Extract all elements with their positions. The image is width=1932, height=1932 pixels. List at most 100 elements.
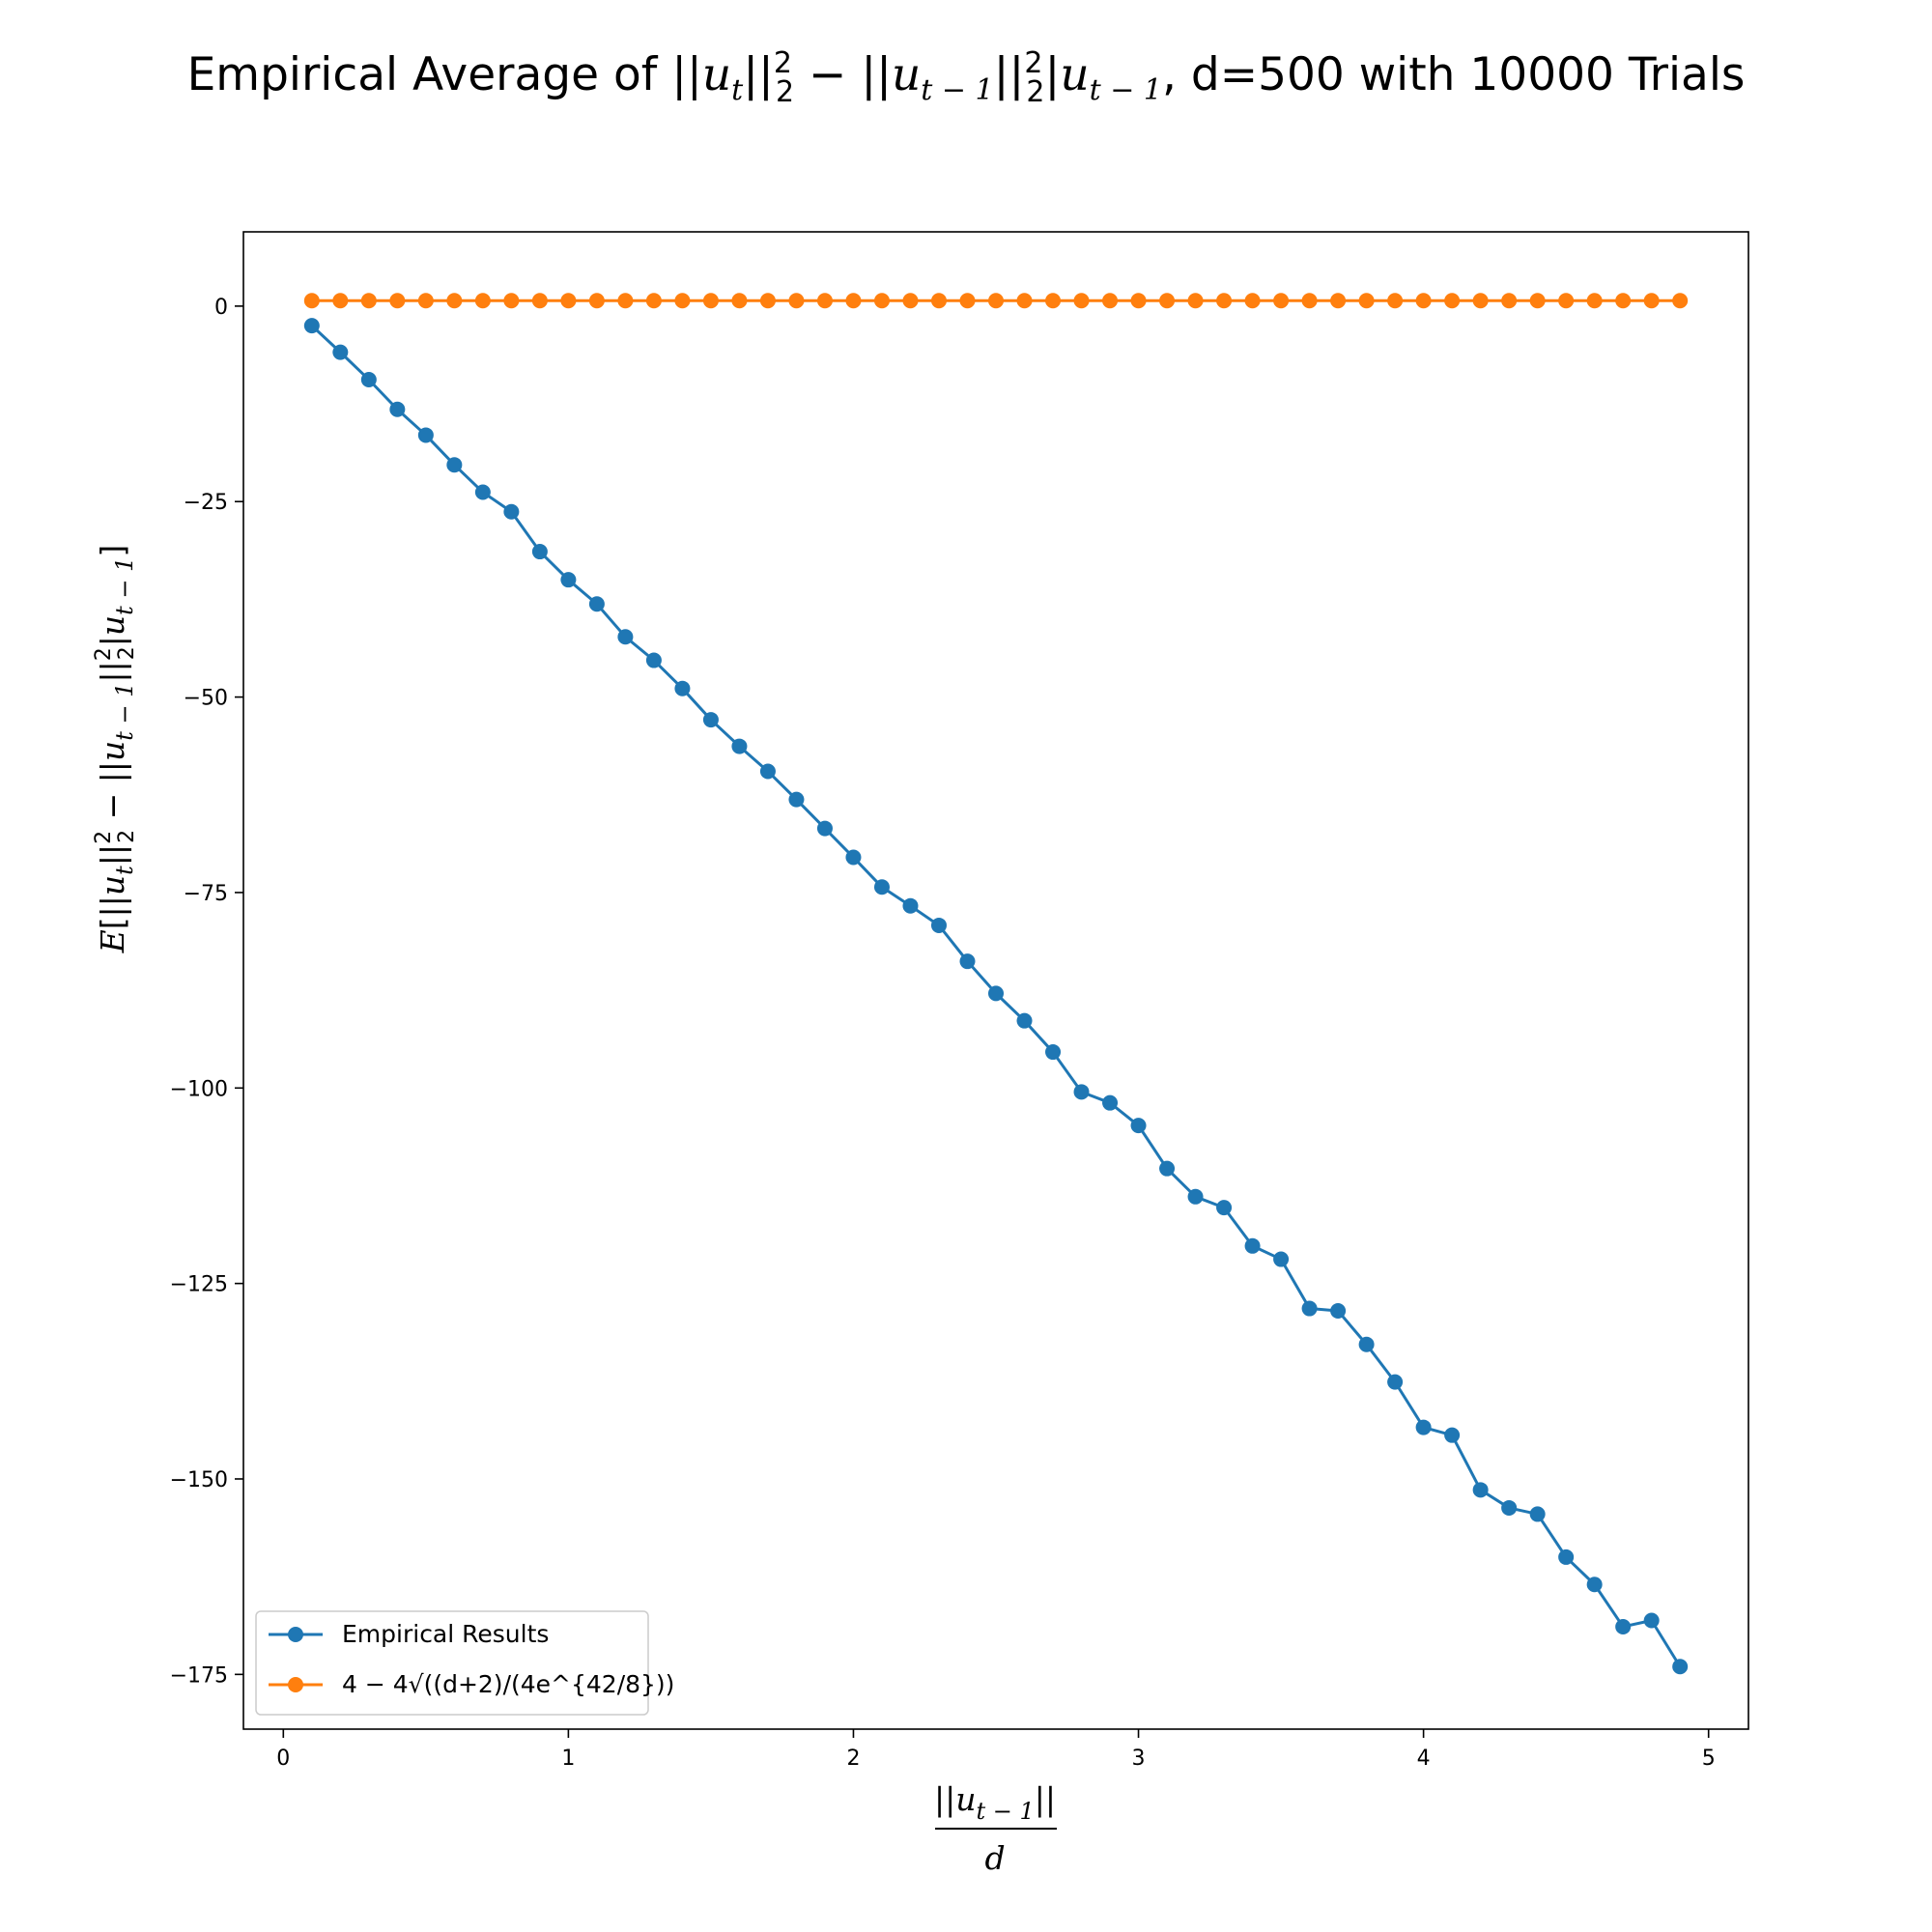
x-axis-label-denominator: d xyxy=(984,1839,1005,1877)
data-point xyxy=(1558,1548,1575,1565)
y-axis: 0 −25 −50 −75 −100 −125 −150 −175 xyxy=(170,296,243,1688)
data-point xyxy=(303,293,320,309)
x-axis-label: ||ut − 1|| d xyxy=(934,1780,1057,1877)
data-point xyxy=(731,293,748,309)
data-point xyxy=(417,293,434,309)
svg-text:||ut − 1||: ||ut − 1|| xyxy=(934,1780,1056,1825)
data-point xyxy=(617,629,634,645)
data-point xyxy=(474,293,491,309)
data-point xyxy=(873,293,890,309)
data-point xyxy=(1387,1374,1404,1390)
x-tick-label: 4 xyxy=(1417,1747,1431,1771)
y-tick-label: −125 xyxy=(170,1273,228,1297)
y-tick-label: 0 xyxy=(214,296,228,320)
plot-area xyxy=(242,231,1749,1730)
data-point xyxy=(674,680,691,696)
data-point xyxy=(930,293,947,309)
data-point xyxy=(1216,293,1233,309)
data-point xyxy=(645,652,662,668)
data-point xyxy=(788,791,805,808)
y-tick-label: −25 xyxy=(184,491,228,515)
data-point xyxy=(1301,293,1318,309)
data-point xyxy=(1415,293,1432,309)
x-tick-label: 1 xyxy=(561,1747,575,1771)
y-tick-label: −150 xyxy=(170,1468,228,1492)
data-point xyxy=(1273,293,1290,309)
data-point xyxy=(617,293,634,309)
legend: Empirical Results 4 − 4√((d+2)/(4e^{42/8… xyxy=(255,1610,674,1716)
data-point xyxy=(702,712,719,728)
data-point xyxy=(1643,293,1660,309)
legend-box xyxy=(255,1610,649,1716)
data-point xyxy=(588,596,605,612)
data-point xyxy=(674,293,691,309)
data-point xyxy=(389,293,406,309)
data-point xyxy=(1159,293,1176,309)
title-suffix: , d=500 with 10000 Trials xyxy=(1162,48,1745,101)
series-empirical-results xyxy=(303,318,1689,1675)
data-point xyxy=(1330,1302,1347,1319)
data-point xyxy=(1216,1200,1233,1216)
data-point xyxy=(788,293,805,309)
data-point xyxy=(845,293,862,309)
data-point xyxy=(389,401,406,417)
data-point xyxy=(1558,293,1575,309)
x-tick-label: 0 xyxy=(276,1747,290,1771)
data-point xyxy=(1244,1237,1261,1254)
data-point xyxy=(332,344,349,360)
data-point xyxy=(1643,1612,1660,1629)
data-point xyxy=(959,293,976,309)
data-point xyxy=(1472,1482,1489,1498)
data-point xyxy=(1330,293,1347,309)
data-point xyxy=(1444,1427,1461,1443)
data-point xyxy=(1130,293,1147,309)
data-point xyxy=(902,293,919,309)
series-theoretical-bound xyxy=(303,293,1689,309)
data-point xyxy=(332,293,349,309)
y-tick-label: −75 xyxy=(184,882,228,906)
data-point xyxy=(988,293,1004,309)
data-point xyxy=(1045,1044,1062,1061)
data-point xyxy=(1358,293,1375,309)
y-tick-label: −50 xyxy=(184,687,228,711)
data-point xyxy=(1672,293,1689,309)
data-point xyxy=(1444,293,1461,309)
data-point xyxy=(474,484,491,500)
data-point xyxy=(417,427,434,443)
x-tick-label: 5 xyxy=(1702,1747,1716,1771)
data-point xyxy=(1073,293,1090,309)
data-point xyxy=(1501,293,1518,309)
data-point xyxy=(845,849,862,866)
data-point xyxy=(531,544,548,560)
legend-label-theory: 4 − 4√((d+2)/(4e^{42/8})) xyxy=(342,1670,674,1698)
legend-marker-theory xyxy=(288,1677,303,1692)
data-point xyxy=(1387,293,1404,309)
data-point xyxy=(759,763,776,780)
data-point xyxy=(503,503,520,520)
x-tick-label: 3 xyxy=(1132,1747,1146,1771)
data-point xyxy=(959,953,976,970)
data-point xyxy=(1016,1012,1033,1029)
data-point xyxy=(1045,293,1062,309)
data-point xyxy=(873,879,890,895)
y-tick-label: −175 xyxy=(170,1663,228,1688)
data-point xyxy=(1159,1160,1176,1177)
data-point xyxy=(1358,1336,1375,1352)
data-point xyxy=(1273,1251,1290,1267)
data-point xyxy=(446,457,463,473)
data-point xyxy=(1187,1188,1204,1205)
data-point xyxy=(1415,1419,1432,1435)
data-point xyxy=(446,293,463,309)
data-point xyxy=(1130,1118,1147,1134)
data-point xyxy=(1586,293,1603,309)
data-point xyxy=(1301,1300,1318,1317)
data-point xyxy=(588,293,605,309)
chart-title: Empirical Average of ||ut||2 2 − ||ut − 1… xyxy=(187,46,1746,109)
data-point xyxy=(360,293,377,309)
data-point xyxy=(303,318,320,334)
data-point xyxy=(930,917,947,933)
data-point xyxy=(1102,293,1119,309)
legend-label-empirical: Empirical Results xyxy=(342,1620,549,1648)
x-axis: 0 1 2 3 4 5 xyxy=(276,1729,1716,1771)
data-point xyxy=(560,293,577,309)
